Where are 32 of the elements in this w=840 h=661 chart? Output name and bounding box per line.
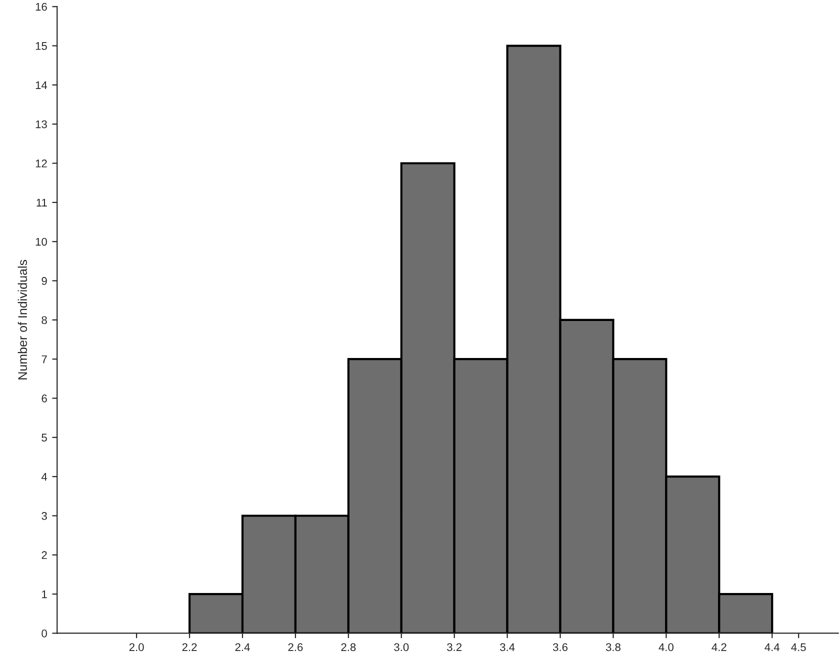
y-tick-label: 13 bbox=[36, 120, 47, 128]
y-tick-label: 4 bbox=[41, 472, 48, 481]
x-tick-label: 4.0 bbox=[658, 643, 674, 652]
x-tick-label: 3.8 bbox=[606, 643, 620, 652]
y-tick-label: 15 bbox=[36, 42, 47, 50]
x-tick-label: 2.6 bbox=[288, 643, 303, 652]
y-tick-label: 8 bbox=[42, 316, 47, 324]
y-tick-label: 12 bbox=[36, 160, 47, 168]
y-tick-label: 10 bbox=[36, 238, 47, 246]
y-tick-label: 5 bbox=[42, 434, 47, 442]
y-tick-label: 2 bbox=[42, 551, 47, 559]
y-tick-label: 9 bbox=[42, 277, 47, 285]
y-tick-label: 11 bbox=[36, 198, 47, 206]
y-tick-label: 16 bbox=[36, 2, 47, 11]
x-tick-label: 2.4 bbox=[235, 643, 250, 652]
y-tick-label: 0 bbox=[42, 630, 47, 638]
x-tick-label: 4.5 bbox=[791, 643, 806, 652]
x-tick-label: 3.2 bbox=[447, 643, 462, 652]
y-axis-title: Number of Individuals bbox=[18, 260, 28, 380]
y-tick-label: 1 bbox=[42, 590, 47, 598]
x-tick-label: 3.6 bbox=[552, 643, 568, 652]
x-tick-label: 4.2 bbox=[712, 643, 726, 652]
y-tick-label: 3 bbox=[42, 512, 47, 520]
y-tick-label: 7 bbox=[42, 355, 47, 364]
x-tick-label: 3.4 bbox=[500, 643, 515, 652]
x-tick-label: 2.2 bbox=[182, 643, 197, 652]
x-tick-label: 3.0 bbox=[394, 643, 409, 652]
x-tick-label: 2.8 bbox=[341, 643, 356, 652]
x-tick-label: 2.0 bbox=[129, 643, 144, 652]
y-tick-label: 6 bbox=[42, 394, 47, 402]
y-tick-label: 14 bbox=[36, 81, 48, 89]
x-tick-label: 4.4 bbox=[764, 643, 780, 652]
